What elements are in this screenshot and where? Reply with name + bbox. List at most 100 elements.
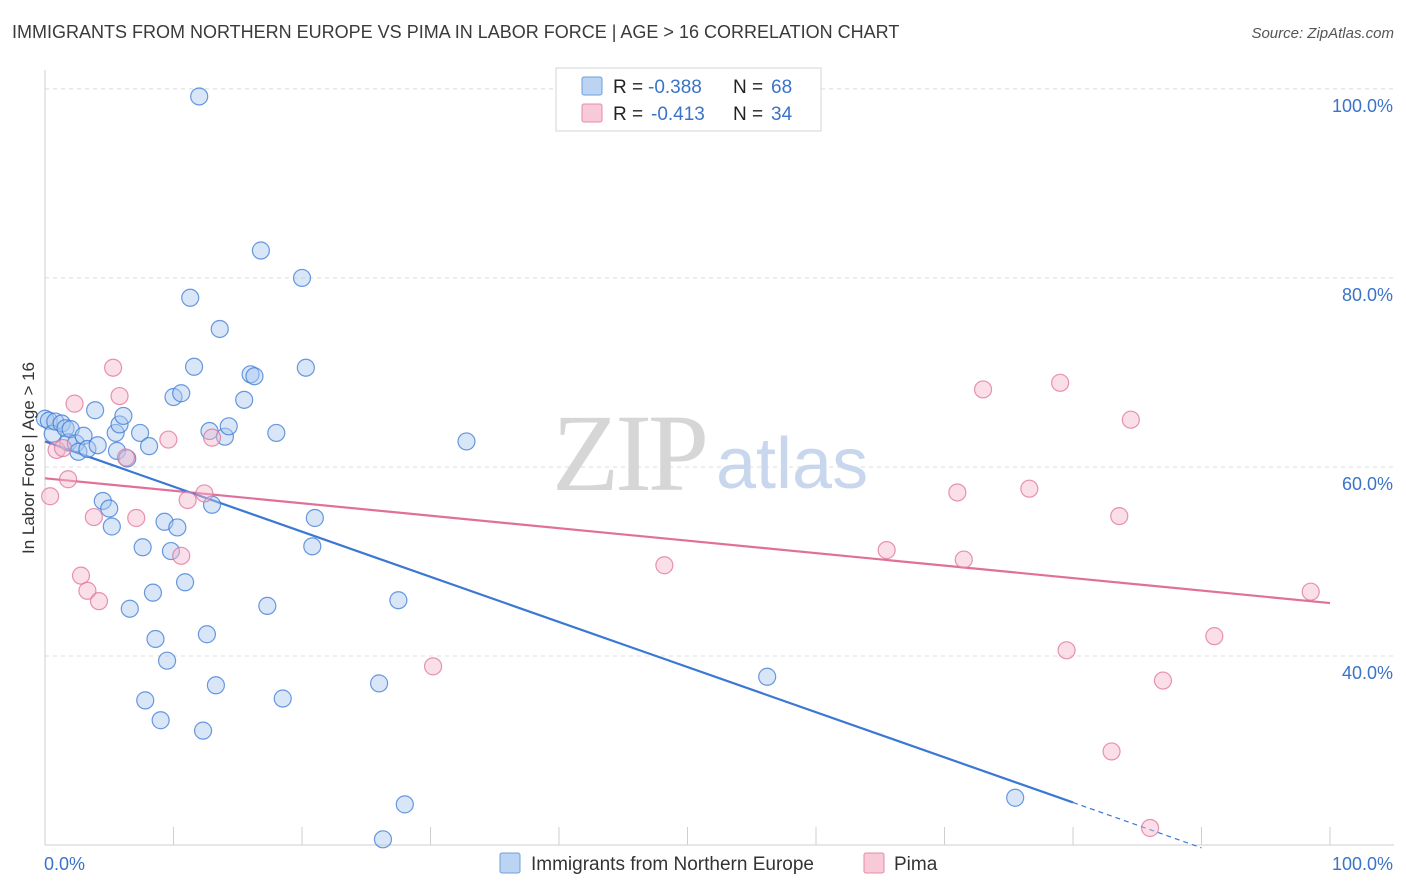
- point-series1-11: [78, 439, 97, 459]
- point-series2-13: [159, 430, 178, 449]
- legend-n-value-2: 34: [771, 104, 793, 125]
- point-series2-29: [1121, 410, 1140, 429]
- y-tick-label-3: 100.0%: [1332, 96, 1393, 116]
- point-series1-57: [303, 537, 322, 556]
- point-series2-25: [1051, 373, 1070, 392]
- point-series1-24: [133, 538, 152, 557]
- legend-swatch-series1: [581, 76, 603, 96]
- series-legend: Immigrants from Northern Europe Pima: [499, 852, 938, 875]
- point-series2-22: [954, 550, 973, 569]
- point-series2-31: [1153, 671, 1173, 690]
- point-series1-44: [206, 676, 226, 695]
- point-series1-16: [102, 517, 121, 536]
- point-series1-23: [130, 423, 150, 443]
- x-tick-label-max: 100.0%: [1332, 854, 1393, 874]
- point-series1-35: [172, 384, 191, 403]
- point-series1-12: [86, 401, 105, 420]
- point-series1-18: [107, 441, 127, 460]
- legend-n-label-2: N =: [733, 104, 763, 125]
- point-series2-32: [1205, 627, 1224, 646]
- stats-legend: R = -0.388 N = 68 R = -0.413 N = 34: [555, 67, 822, 132]
- legend-r-value-1: -0.388: [648, 77, 702, 98]
- point-series2-12: [127, 508, 146, 528]
- point-series1-53: [267, 423, 286, 443]
- y-tick-label-2: 80.0%: [1342, 285, 1393, 305]
- point-series2-24: [1020, 479, 1039, 498]
- point-series2-11: [116, 448, 136, 467]
- point-series2-16: [195, 484, 214, 503]
- axes: [44, 70, 1394, 846]
- point-series1-51: [251, 241, 270, 260]
- point-series2-21: [948, 483, 967, 502]
- point-series2-30: [1140, 818, 1160, 838]
- trend-lines: [44, 440, 1331, 849]
- y-tick-labels: 40.0% 60.0% 80.0% 100.0%: [1332, 96, 1393, 683]
- point-series1-45: [210, 319, 229, 339]
- y-tick-label-0: 40.0%: [1342, 663, 1393, 683]
- point-series1-27: [143, 583, 163, 602]
- point-series2-9: [104, 358, 123, 377]
- point-series1-64: [758, 667, 777, 686]
- bottom-legend-label-series1: Immigrants from Northern Europe: [531, 854, 814, 875]
- point-series1-25: [136, 691, 155, 710]
- point-series1-31: [157, 651, 177, 670]
- point-series1-32: [161, 541, 181, 561]
- point-series2-0: [41, 487, 60, 506]
- data-points: [35, 87, 1320, 849]
- point-series2-3: [59, 470, 78, 489]
- legend-r-value-2: -0.413: [651, 104, 705, 125]
- point-series1-36: [175, 573, 195, 592]
- point-series2-28: [1110, 506, 1129, 526]
- point-series2-23: [973, 380, 993, 399]
- point-series2-6: [78, 581, 97, 600]
- point-series1-65: [1006, 788, 1025, 807]
- point-series1-59: [370, 674, 389, 693]
- trend-line-series1: [44, 440, 1074, 804]
- point-series1-38: [184, 357, 204, 376]
- point-series1-47: [219, 417, 238, 436]
- point-series2-7: [84, 507, 103, 527]
- point-series1-60: [373, 830, 393, 849]
- point-series1-5: [56, 419, 75, 438]
- point-series2-19: [655, 556, 674, 575]
- point-series2-14: [172, 546, 191, 565]
- point-series1-56: [296, 358, 315, 377]
- point-series1-61: [389, 591, 408, 610]
- point-series2-18: [423, 657, 443, 676]
- point-series1-34: [168, 518, 187, 537]
- point-series2-5: [71, 566, 91, 585]
- point-series1-28: [146, 629, 165, 649]
- point-series1-54: [273, 689, 292, 708]
- point-series2-26: [1057, 641, 1076, 660]
- point-series1-39: [190, 87, 209, 106]
- point-series1-13: [88, 436, 107, 455]
- point-series2-1: [47, 440, 66, 460]
- legend-n-label-1: N =: [733, 77, 763, 98]
- point-series2-27: [1102, 742, 1121, 761]
- point-series2-2: [53, 438, 73, 458]
- bottom-legend-swatch-series2: [863, 852, 885, 874]
- point-series2-15: [178, 490, 197, 510]
- point-series1-41: [197, 625, 217, 644]
- point-series1-50: [245, 367, 264, 386]
- point-series1-26: [139, 437, 159, 456]
- y-axis-label: In Labor Force | Age > 16: [19, 362, 38, 554]
- point-series1-63: [457, 432, 476, 451]
- bottom-legend-label-series2: Pima: [894, 854, 938, 875]
- y-tick-label-1: 60.0%: [1342, 474, 1393, 494]
- point-series1-46: [215, 427, 234, 446]
- point-series1-15: [100, 499, 119, 518]
- x-tick-label-min: 0.0%: [44, 854, 85, 874]
- watermark-zip: ZIP: [552, 392, 705, 514]
- point-series1-19: [110, 415, 129, 434]
- point-series1-22: [120, 599, 139, 618]
- chart-title: IMMIGRANTS FROM NORTHERN EUROPE VS PIMA …: [12, 22, 899, 42]
- legend-n-value-1: 68: [771, 77, 792, 98]
- point-series2-8: [89, 592, 109, 611]
- legend-swatch-series2: [581, 103, 603, 123]
- point-series1-55: [292, 268, 312, 288]
- point-series2-10: [110, 386, 129, 406]
- point-series1-58: [305, 508, 324, 528]
- point-series1-3: [46, 412, 65, 431]
